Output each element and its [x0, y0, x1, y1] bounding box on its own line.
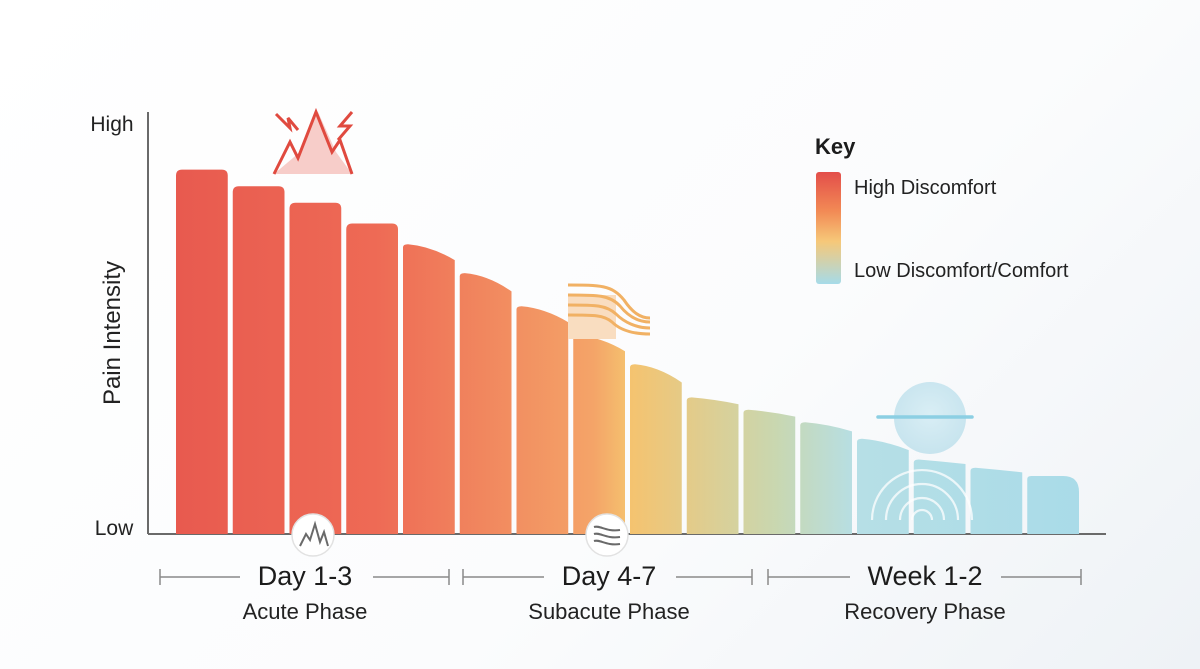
bar-9 [630, 364, 682, 534]
phase-name-acute: Acute Phase [243, 599, 368, 624]
bar-7 [516, 306, 569, 534]
wave-lines-icon [567, 283, 651, 339]
bar-2 [232, 186, 285, 535]
bar-6 [459, 273, 512, 534]
bar-5 [403, 244, 455, 534]
spike-badge-icon [291, 513, 335, 557]
legend-low-label: Low Discomfort/Comfort [854, 260, 1069, 282]
phase-period-recovery: Week 1-2 [867, 561, 982, 591]
y-axis-label: Pain Intensity [99, 261, 126, 405]
phase-name-recovery: Recovery Phase [844, 599, 1005, 624]
legend-high-label: High Discomfort [854, 177, 997, 199]
phase-name-subacute: Subacute Phase [528, 599, 689, 624]
bar-15 [970, 467, 1023, 534]
bar-1 [176, 169, 228, 534]
bar-16 [1027, 476, 1079, 534]
legend-title: Key [815, 134, 856, 159]
phase-brackets [159, 569, 1082, 585]
wave-badge-icon [585, 513, 629, 557]
y-tick-high: High [90, 113, 133, 136]
bar-13 [857, 438, 909, 534]
phase-period-subacute: Day 4-7 [562, 561, 657, 591]
bar-3 [289, 202, 342, 535]
bar-12 [800, 422, 852, 534]
ripple-icon [870, 468, 974, 521]
bar-4 [346, 223, 398, 534]
y-tick-low: Low [95, 517, 134, 540]
bar-10 [686, 397, 739, 534]
calm-circle-icon [876, 382, 974, 454]
bar-11 [743, 409, 796, 534]
lightning-spike-icon [272, 107, 354, 175]
legend: Key High Discomfort Low Discomfort/Comfo… [815, 134, 1069, 284]
bar-8 [573, 335, 625, 534]
phase-period-acute: Day 1-3 [258, 561, 353, 591]
bar-14 [913, 459, 966, 534]
legend-color-bar [816, 172, 841, 284]
bars [176, 169, 1079, 535]
